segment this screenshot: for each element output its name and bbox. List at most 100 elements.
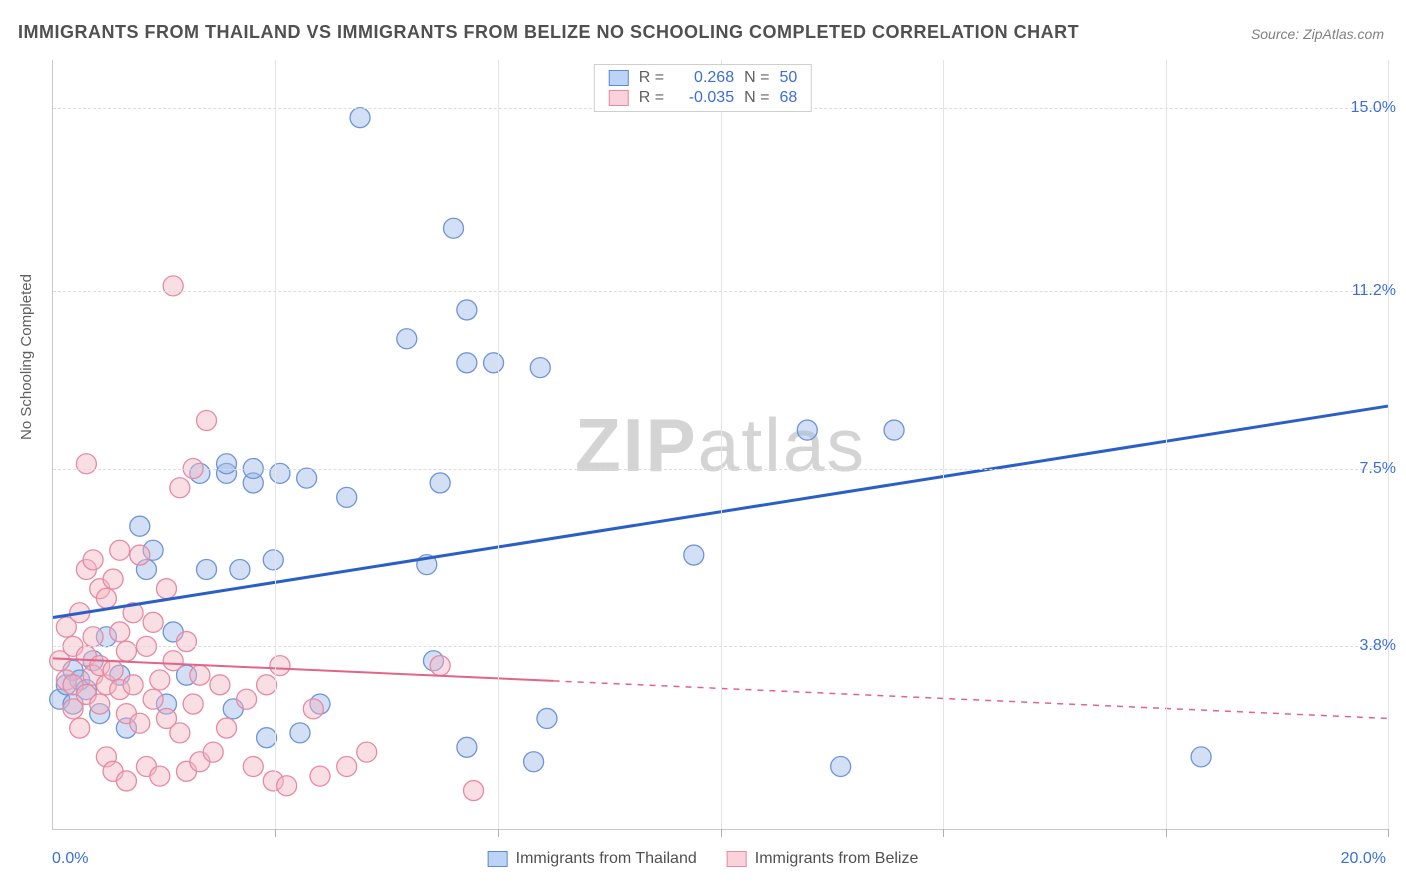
series-legend: Immigrants from Thailand Immigrants from… [488,850,919,868]
scatter-point-belize [143,612,163,632]
x-tick-mark [1166,829,1167,837]
swatch-thailand-icon [488,851,508,867]
y-tick-label: 7.5% [1360,460,1396,478]
r-value-thailand: 0.268 [674,69,734,87]
scatter-point-thailand [457,737,477,757]
scatter-point-belize [150,766,170,786]
gridline-v [275,60,276,829]
x-tick-mark [498,829,499,837]
scatter-point-belize [464,781,484,801]
correlation-row-thailand: R = 0.268 N = 50 [609,69,797,87]
scatter-point-thailand [217,454,237,474]
r-label: R = [639,69,664,87]
gridline-v [1388,60,1389,829]
scatter-point-thailand [397,329,417,349]
scatter-point-belize [170,723,190,743]
scatter-point-belize [156,579,176,599]
scatter-point-belize [96,588,116,608]
scatter-point-thailand [1191,747,1211,767]
scatter-point-belize [110,622,130,642]
gridline-v [498,60,499,829]
scatter-point-belize [243,757,263,777]
scatter-point-belize [197,410,217,430]
correlation-legend: R = 0.268 N = 50 R = -0.035 N = 68 [594,64,812,112]
scatter-point-thailand [430,473,450,493]
n-value-thailand: 50 [779,69,797,87]
correlation-row-belize: R = -0.035 N = 68 [609,89,797,107]
scatter-point-belize [103,660,123,680]
legend-item-belize: Immigrants from Belize [727,850,919,868]
scatter-point-belize [277,776,297,796]
r-value-belize: -0.035 [674,89,734,107]
scatter-point-belize [163,651,183,671]
scatter-point-thailand [530,358,550,378]
scatter-point-belize [83,627,103,647]
scatter-point-belize [177,632,197,652]
scatter-point-thailand [524,752,544,772]
scatter-point-thailand [270,463,290,483]
swatch-belize-icon [609,90,629,106]
gridline-v [1166,60,1167,829]
scatter-point-thailand [484,353,504,373]
x-tick-mark [1388,829,1389,837]
scatter-point-thailand [444,218,464,238]
scatter-point-belize [257,675,277,695]
scatter-point-belize [123,675,143,695]
scatter-point-belize [430,656,450,676]
legend-item-thailand: Immigrants from Thailand [488,850,697,868]
regression-line-dashed-belize [554,681,1388,719]
scatter-point-thailand [290,723,310,743]
legend-label-thailand: Immigrants from Thailand [516,850,697,868]
scatter-point-belize [116,771,136,791]
scatter-point-belize [337,757,357,777]
chart-title: IMMIGRANTS FROM THAILAND VS IMMIGRANTS F… [18,22,1079,43]
y-tick-label: 11.2% [1352,282,1396,300]
n-value-belize: 68 [779,89,797,107]
scatter-point-thailand [130,516,150,536]
scatter-point-belize [183,694,203,714]
scatter-point-belize [310,766,330,786]
x-tick-mark [943,829,944,837]
swatch-thailand-icon [609,70,629,86]
x-tick-min: 0.0% [52,850,88,868]
scatter-point-thailand [350,108,370,128]
scatter-point-thailand [337,487,357,507]
scatter-point-thailand [230,559,250,579]
scatter-point-thailand [297,468,317,488]
scatter-point-thailand [197,559,217,579]
scatter-point-thailand [537,708,557,728]
scatter-point-thailand [797,420,817,440]
scatter-point-thailand [684,545,704,565]
scatter-point-belize [130,713,150,733]
y-axis-label: No Schooling Completed [18,274,35,440]
scatter-point-belize [163,276,183,296]
legend-label-belize: Immigrants from Belize [755,850,919,868]
y-tick-label: 3.8% [1360,637,1396,655]
scatter-point-belize [116,641,136,661]
scatter-point-belize [103,569,123,589]
scatter-point-thailand [884,420,904,440]
scatter-point-belize [210,675,230,695]
scatter-point-belize [110,540,130,560]
scatter-point-belize [237,689,257,709]
swatch-belize-icon [727,851,747,867]
scatter-point-thailand [257,728,277,748]
scatter-point-belize [203,742,223,762]
scatter-point-belize [143,689,163,709]
source-attribution: Source: ZipAtlas.com [1251,26,1384,42]
scatter-point-belize [70,718,90,738]
scatter-point-belize [150,670,170,690]
y-tick-label: 15.0% [1351,99,1396,117]
x-tick-max: 20.0% [1341,850,1386,868]
scatter-point-belize [190,665,210,685]
scatter-point-thailand [457,353,477,373]
scatter-point-thailand [457,300,477,320]
scatter-point-belize [170,478,190,498]
scatter-point-belize [357,742,377,762]
scatter-point-belize [217,718,237,738]
scatter-point-belize [90,694,110,714]
gridline-v [943,60,944,829]
n-label: N = [744,69,769,87]
scatter-point-belize [76,454,96,474]
x-tick-mark [721,829,722,837]
